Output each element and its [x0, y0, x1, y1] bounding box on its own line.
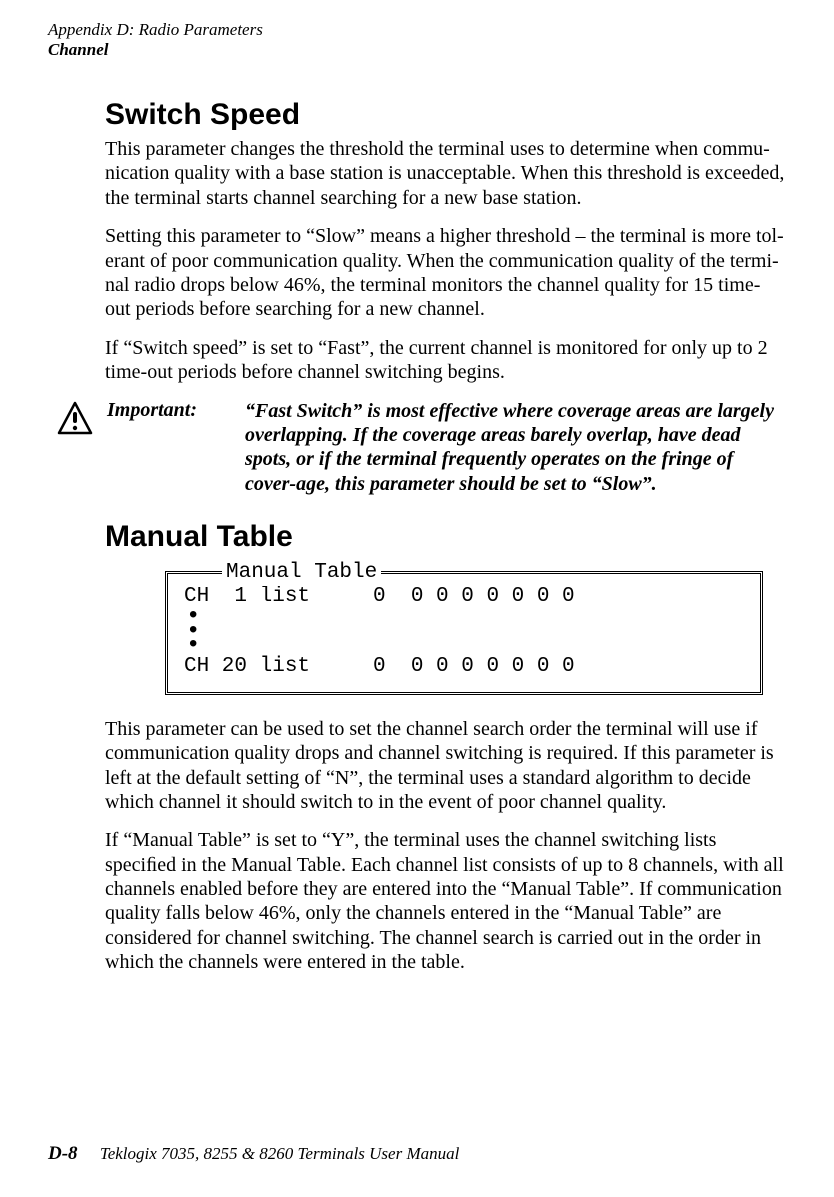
manual-table-dots: •••	[184, 610, 744, 653]
manual-table-box: Manual Table CH 1 list 0 0 0 0 0 0 0 0 •…	[165, 571, 763, 695]
important-block: Important: “Fast Switch” is most effecti…	[105, 399, 785, 497]
heading-manual-table: Manual Table	[105, 520, 785, 553]
running-header-line1: Appendix D: Radio Parameters	[48, 20, 263, 40]
running-header-line2: Channel	[48, 40, 263, 60]
para-switch-1: This parameter changes the threshold the…	[105, 137, 785, 210]
page-number: D-8	[48, 1143, 78, 1164]
footer: D-8 Teklogix 7035, 8255 & 8260 Terminals…	[48, 1143, 459, 1165]
page: Appendix D: Radio Parameters Channel Swi…	[0, 0, 834, 1197]
manual-table-box-title: Manual Table	[222, 560, 381, 586]
para-manual-1: This parameter can be used to set the ch…	[105, 717, 785, 815]
para-manual-2: If “Manual Table” is set to “Y”, the ter…	[105, 828, 785, 974]
para-switch-2: Setting this parameter to “Slow” means a…	[105, 224, 785, 322]
content-area: Switch Speed This parameter changes the …	[105, 98, 785, 989]
book-title: Teklogix 7035, 8255 & 8260 Terminals Use…	[100, 1144, 460, 1163]
warning-icon	[57, 401, 93, 440]
para-switch-3: If “Switch speed” is set to “Fast”, the …	[105, 336, 785, 385]
manual-table-row-20: CH 20 list 0 0 0 0 0 0 0 0	[184, 654, 744, 680]
important-label: Important:	[107, 399, 245, 422]
running-header: Appendix D: Radio Parameters Channel	[48, 20, 263, 61]
important-text: “Fast Switch” is most effective where co…	[245, 399, 785, 497]
heading-switch-speed: Switch Speed	[105, 98, 785, 131]
manual-table-row-1: CH 1 list 0 0 0 0 0 0 0 0	[184, 584, 744, 610]
